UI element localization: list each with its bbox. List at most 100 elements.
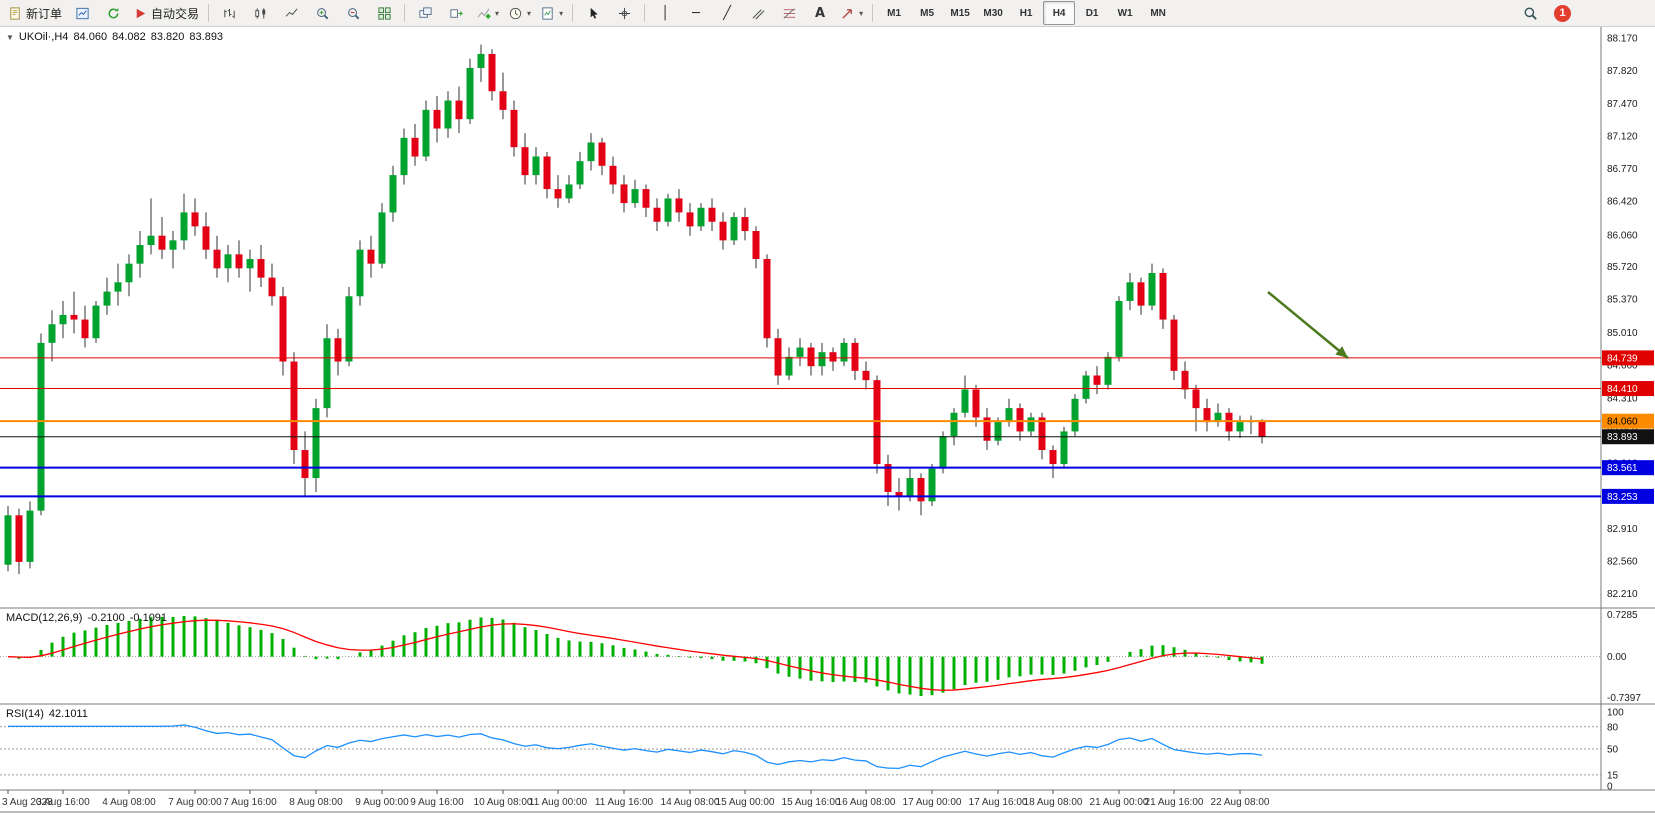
trendline-icon: ╱: [723, 5, 731, 21]
timeframe-group: M1 M5 M15 M30 H1 H4 D1 W1 MN: [878, 1, 1174, 25]
templates-button[interactable]: ▾: [536, 1, 567, 25]
price-axis-label: 85.010: [1607, 328, 1638, 339]
new-order-button[interactable]: 新订单: [4, 1, 66, 25]
text-tool-button[interactable]: A: [805, 1, 835, 25]
time-axis-label: 10 Aug 08:00: [474, 797, 533, 808]
bear-candle: [1181, 370, 1189, 390]
bear-candle: [521, 147, 529, 176]
tile-windows-button[interactable]: [369, 1, 399, 25]
bull-candle: [114, 282, 122, 292]
zoom-out-button[interactable]: [338, 1, 368, 25]
auto-trading-button[interactable]: 自动交易: [129, 1, 203, 25]
bull-candle: [312, 408, 320, 479]
chart-menu-toggle-icon[interactable]: ▼: [6, 33, 14, 42]
time-axis-label: 8 Aug 08:00: [289, 797, 343, 808]
time-axis-label: 7 Aug 00:00: [168, 797, 222, 808]
price-axis-label: 85.720: [1607, 262, 1638, 273]
vertical-line-icon: │: [661, 5, 669, 21]
bear-candle: [367, 249, 375, 264]
line-chart-mode-button[interactable]: [276, 1, 306, 25]
bull-candle: [796, 347, 804, 357]
price-axis-label: 82.910: [1607, 524, 1638, 535]
refresh-icon: [108, 7, 118, 18]
crosshair-icon: [618, 7, 630, 19]
cursor-tool-button[interactable]: [578, 1, 608, 25]
bear-candle: [741, 217, 749, 232]
bear-candle: [510, 109, 518, 148]
bull-candle: [664, 198, 672, 222]
bull-candle: [576, 161, 584, 185]
time-axis-label: 22 Aug 08:00: [1211, 797, 1270, 808]
time-axis-label: 17 Aug 00:00: [903, 797, 962, 808]
timeframe-H1-button[interactable]: H1: [1019, 7, 1033, 19]
chart-canvas[interactable]: 88.170 87.820 87.470 87.120 86.770 86.420 86.0…: [0, 26, 1655, 836]
rsi-line: [8, 724, 1263, 770]
crosshair-tool-button[interactable]: [609, 1, 639, 25]
zoom-in-icon: [316, 7, 328, 19]
indicators-icon: [477, 8, 491, 19]
bull-candle: [730, 217, 738, 241]
bear-candle: [895, 492, 903, 497]
timeframe-M30-button[interactable]: M30: [983, 7, 1003, 19]
bull-candle: [378, 212, 386, 264]
timeframe-M5-button[interactable]: M5: [920, 7, 935, 19]
horizontal-line-tool-button[interactable]: ─: [681, 1, 711, 25]
new-chart-button[interactable]: [67, 1, 97, 25]
notification-badge[interactable]: 1: [1554, 4, 1571, 22]
arrange-windows-button[interactable]: [441, 1, 471, 25]
bull-candle: [48, 324, 56, 343]
zoom-in-button[interactable]: [307, 1, 337, 25]
arrows-tool-button[interactable]: ▾: [836, 1, 867, 25]
chevron-down-icon: ▾: [527, 8, 532, 18]
candles-icon: [254, 7, 265, 19]
bear-candle: [554, 189, 562, 199]
bear-candle: [1258, 421, 1266, 437]
timeframe-M15-button[interactable]: M15: [950, 7, 970, 19]
fibonacci-tool-button[interactable]: [774, 1, 804, 25]
bull-candle: [136, 245, 144, 264]
price-badge-label: 83.561: [1607, 463, 1638, 474]
trendline-tool-button[interactable]: ╱: [712, 1, 742, 25]
search-icon: [1524, 7, 1537, 20]
bull-candle: [224, 254, 232, 269]
bear-candle: [983, 417, 991, 441]
bear-candle: [1093, 375, 1101, 385]
price-badge: [1602, 488, 1654, 504]
bear-candle: [268, 277, 276, 297]
time-axis-label: 18 Aug 08:00: [1024, 797, 1083, 808]
bull-candle: [37, 342, 45, 511]
rsi-label: RSI(14) 42.1011: [6, 708, 93, 720]
trend-arrow[interactable]: [1267, 291, 1349, 359]
time-axis-label: 3 Aug 16:00: [36, 797, 90, 808]
bull-candle: [1082, 375, 1090, 399]
line-chart-icon: [285, 8, 298, 17]
new-order-icon: [10, 6, 20, 20]
timeframe-MN-button[interactable]: MN: [1150, 7, 1166, 19]
bear-candle: [433, 109, 441, 129]
bear-candle: [1016, 408, 1024, 432]
vertical-line-tool-button[interactable]: │: [650, 1, 680, 25]
bar-chart-mode-button[interactable]: [214, 1, 244, 25]
timeframe-W1-button[interactable]: W1: [1117, 7, 1133, 19]
channel-tool-button[interactable]: [743, 1, 773, 25]
refresh-button[interactable]: [98, 1, 128, 25]
bull-candle: [323, 338, 331, 409]
bull-candle: [466, 67, 474, 120]
macd-name: MACD(12,26,9): [6, 612, 83, 624]
bear-candle: [829, 352, 837, 362]
candle-chart-mode-button[interactable]: [245, 1, 275, 25]
timeframe-M1-button[interactable]: M1: [887, 7, 902, 19]
arrow-tool-icon: [842, 8, 852, 19]
search-button[interactable]: [1515, 1, 1545, 25]
cascade-windows-button[interactable]: [410, 1, 440, 25]
time-axis-label: 17 Aug 16:00: [969, 797, 1028, 808]
price-axis-label: 86.420: [1607, 197, 1638, 208]
bear-candle: [807, 347, 815, 367]
bull-candle: [1005, 408, 1013, 423]
periods-button[interactable]: ▾: [504, 1, 535, 25]
bull-candle: [422, 109, 430, 157]
timeframe-H4-button[interactable]: H4: [1043, 1, 1076, 25]
timeframe-D1-button[interactable]: D1: [1085, 7, 1099, 19]
indicators-button[interactable]: ▾: [472, 1, 503, 25]
